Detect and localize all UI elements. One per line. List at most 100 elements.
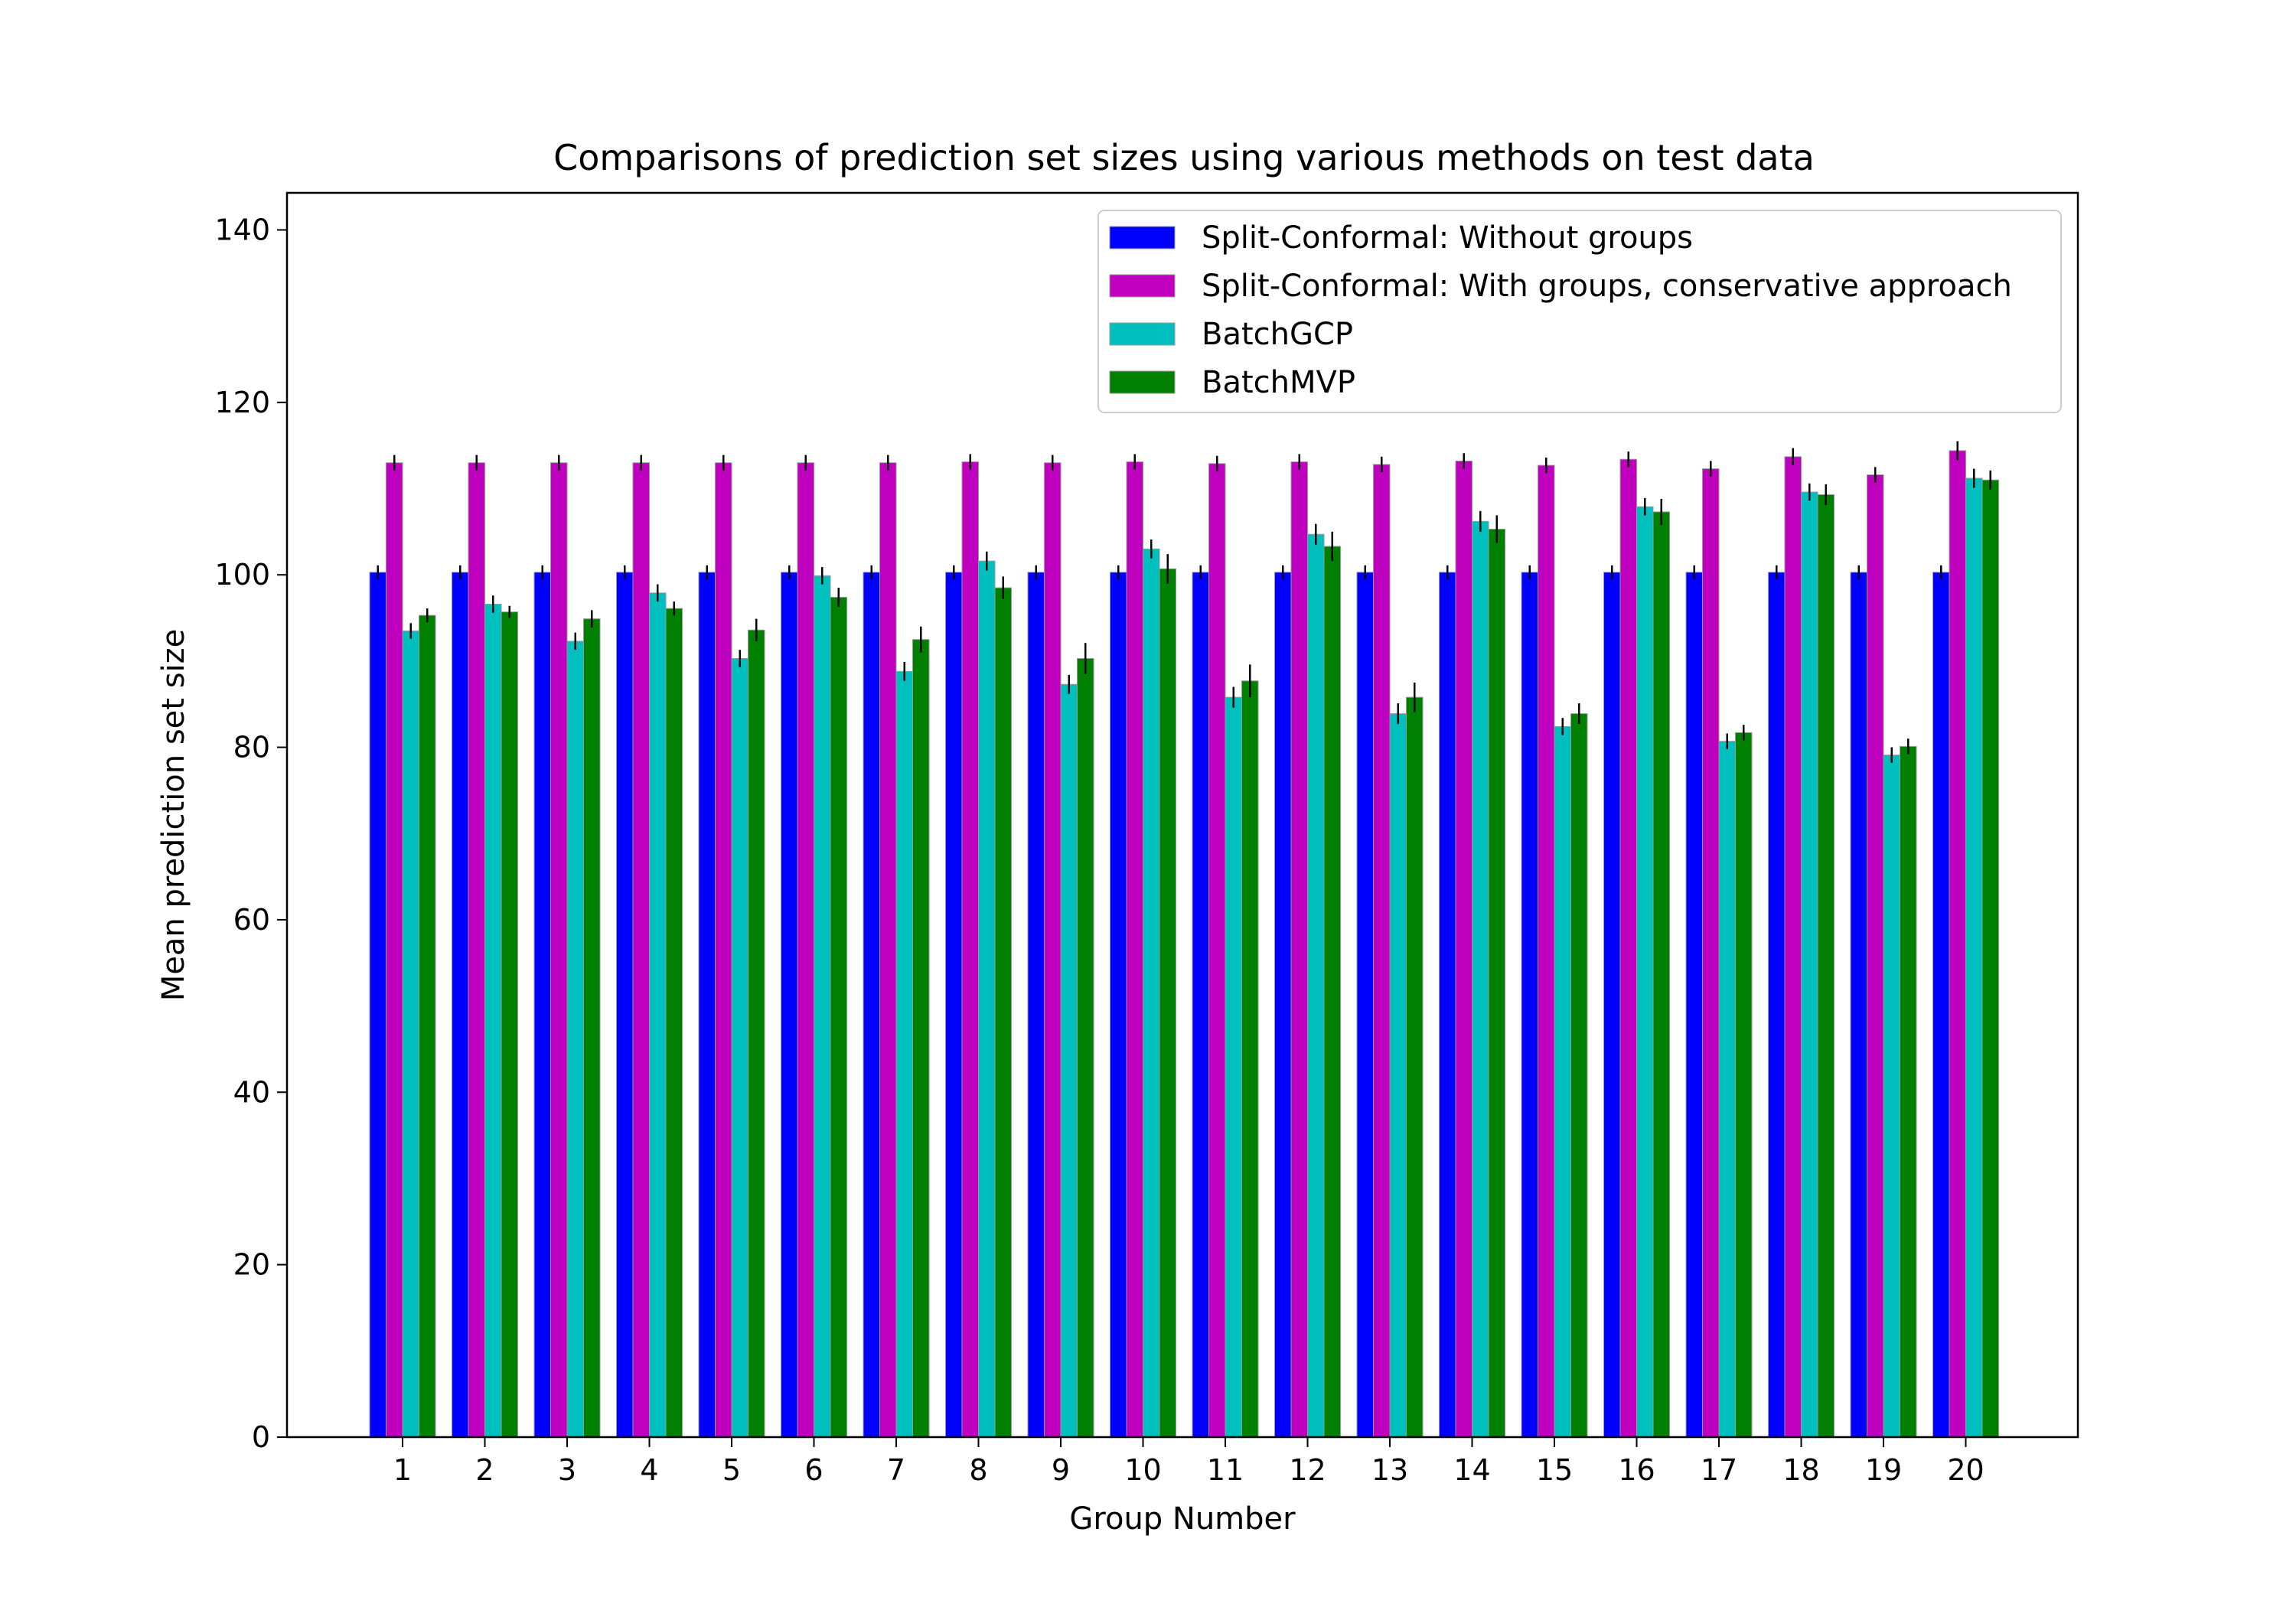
- bar-1-group-13: [1356, 572, 1374, 1438]
- bar-3-group-6: [814, 575, 831, 1438]
- bar-1-group-7: [863, 572, 880, 1438]
- bar-1-group-3: [533, 572, 551, 1438]
- bar-1-group-8: [945, 572, 963, 1438]
- bar-3-group-18: [1801, 491, 1818, 1438]
- legend-label-3: BatchGCP: [1202, 317, 1353, 352]
- bar-2-group-19: [1867, 474, 1884, 1438]
- plot-frame: [285, 191, 2079, 1439]
- legend-label-4: BatchMVP: [1202, 365, 1355, 400]
- x-tick-label: 10: [1124, 1453, 1161, 1487]
- bar-1-group-19: [1850, 572, 1867, 1438]
- bar-4-group-20: [1981, 479, 1999, 1438]
- y-tick-label: 100: [214, 558, 270, 592]
- bar-1-group-12: [1274, 572, 1292, 1438]
- bar-3-group-4: [649, 592, 667, 1438]
- bar-2-group-18: [1784, 456, 1802, 1438]
- bar-4-group-9: [1077, 657, 1094, 1438]
- x-tick-label: 8: [969, 1453, 987, 1487]
- y-tick-label: 120: [214, 386, 270, 419]
- bar-1-group-17: [1685, 572, 1703, 1438]
- bar-2-group-7: [879, 462, 897, 1438]
- legend-label-2: Split-Conformal: With groups, conservati…: [1202, 269, 2012, 304]
- bar-2-group-17: [1702, 468, 1720, 1438]
- bar-3-group-12: [1307, 533, 1325, 1438]
- bar-1-group-20: [1932, 572, 1950, 1438]
- bar-1-group-4: [616, 572, 634, 1438]
- x-tick-label: 16: [1618, 1453, 1655, 1487]
- bar-2-group-11: [1208, 463, 1226, 1438]
- y-tick-label: 0: [252, 1420, 270, 1454]
- bar-1-group-14: [1439, 572, 1456, 1438]
- legend: Split-Conformal: Without groups Split-Con…: [1097, 210, 2062, 413]
- bar-2-group-10: [1126, 461, 1143, 1438]
- bar-2-group-6: [797, 462, 814, 1438]
- x-tick-label: 19: [1865, 1453, 1902, 1487]
- bar-4-group-14: [1488, 528, 1505, 1438]
- bar-4-group-2: [501, 611, 518, 1438]
- y-tick-label: 60: [233, 903, 270, 937]
- bar-2-group-3: [550, 462, 568, 1438]
- bar-3-group-17: [1718, 741, 1736, 1438]
- legend-swatch-3: [1109, 322, 1176, 346]
- bar-2-group-16: [1619, 458, 1637, 1438]
- bar-3-group-16: [1636, 506, 1654, 1438]
- legend-box: [1097, 210, 2062, 413]
- bar-2-group-9: [1044, 462, 1062, 1438]
- bar-1-group-2: [452, 572, 469, 1438]
- x-tick-label: 2: [475, 1453, 494, 1487]
- bar-2-group-8: [961, 461, 979, 1438]
- bar-1-group-6: [781, 572, 798, 1438]
- bar-3-group-7: [895, 670, 913, 1438]
- legend-swatch-2: [1109, 274, 1176, 298]
- x-tick-label: 12: [1289, 1453, 1326, 1487]
- x-tick-label: 7: [887, 1453, 905, 1487]
- bar-3-group-11: [1225, 696, 1242, 1438]
- bar-1-group-18: [1768, 572, 1786, 1438]
- bar-2-group-1: [386, 462, 403, 1438]
- bar-4-group-19: [1900, 745, 1917, 1438]
- y-tick-label: 20: [233, 1248, 270, 1282]
- x-axis-title: Group Number: [1069, 1501, 1296, 1537]
- bar-3-group-9: [1060, 683, 1078, 1438]
- x-tick-label: 20: [1947, 1453, 1984, 1487]
- legend-label-1: Split-Conformal: Without groups: [1202, 220, 1693, 256]
- bar-4-group-8: [994, 587, 1012, 1438]
- x-tick-label: 18: [1782, 1453, 1819, 1487]
- bar-1-group-5: [698, 572, 716, 1438]
- bar-4-group-18: [1817, 494, 1835, 1438]
- bar-4-group-17: [1735, 732, 1753, 1438]
- legend-swatch-1: [1109, 226, 1176, 249]
- bar-1-group-11: [1192, 572, 1209, 1438]
- x-tick-label: 11: [1207, 1453, 1244, 1487]
- y-tick-label: 80: [233, 731, 270, 764]
- legend-swatch-4: [1109, 370, 1176, 394]
- bar-3-group-3: [566, 641, 584, 1438]
- bar-1-group-15: [1521, 572, 1538, 1438]
- bar-1-group-9: [1027, 572, 1045, 1438]
- bar-3-group-20: [1965, 478, 1983, 1438]
- bar-1-group-10: [1110, 572, 1127, 1438]
- x-tick-label: 15: [1536, 1453, 1573, 1487]
- bar-3-group-14: [1472, 520, 1489, 1438]
- x-tick-label: 5: [722, 1453, 741, 1487]
- x-tick-label: 4: [640, 1453, 658, 1487]
- bar-2-group-14: [1455, 460, 1473, 1438]
- bar-4-group-5: [748, 629, 765, 1438]
- bar-2-group-5: [715, 462, 732, 1438]
- bar-4-group-15: [1570, 713, 1588, 1438]
- x-tick-label: 6: [804, 1453, 823, 1487]
- bar-4-group-16: [1652, 511, 1670, 1438]
- bar-2-group-15: [1538, 464, 1555, 1438]
- bar-4-group-10: [1159, 568, 1176, 1438]
- bar-3-group-1: [402, 630, 419, 1438]
- bar-1-group-1: [369, 572, 386, 1438]
- x-tick-label: 3: [558, 1453, 576, 1487]
- bar-2-group-12: [1290, 461, 1308, 1438]
- bar-3-group-15: [1554, 726, 1571, 1438]
- bar-3-group-5: [731, 657, 748, 1438]
- x-tick-label: 9: [1052, 1453, 1070, 1487]
- error-bars-layer: [377, 441, 1991, 763]
- bar-2-group-4: [632, 462, 650, 1438]
- bar-3-group-2: [484, 603, 502, 1438]
- bar-4-group-3: [583, 618, 601, 1438]
